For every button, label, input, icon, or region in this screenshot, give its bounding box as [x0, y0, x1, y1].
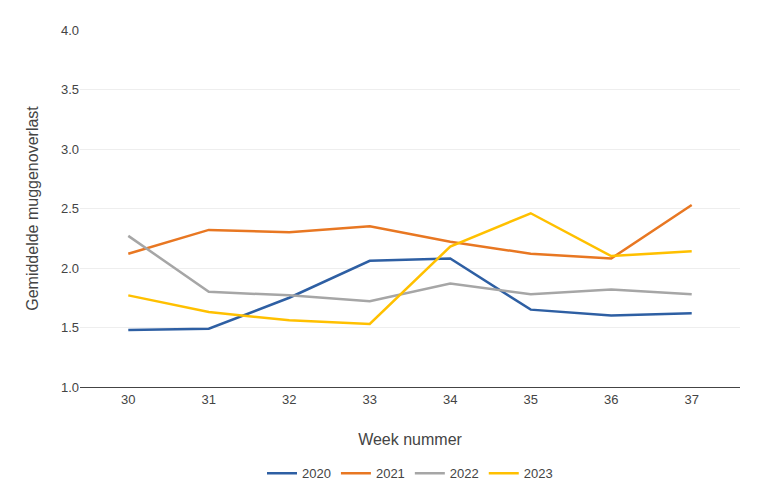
svg-text:35: 35 — [523, 392, 537, 407]
svg-text:32: 32 — [282, 392, 296, 407]
svg-text:31: 31 — [202, 392, 216, 407]
svg-text:1.5: 1.5 — [61, 320, 79, 335]
svg-text:4.0: 4.0 — [61, 23, 79, 38]
svg-text:33: 33 — [363, 392, 377, 407]
svg-text:36: 36 — [604, 392, 618, 407]
svg-text:34: 34 — [443, 392, 457, 407]
svg-text:2020: 2020 — [302, 466, 331, 481]
svg-text:3.5: 3.5 — [61, 82, 79, 97]
svg-text:2021: 2021 — [376, 466, 405, 481]
svg-text:2.5: 2.5 — [61, 201, 79, 216]
svg-text:1.0: 1.0 — [61, 380, 79, 395]
svg-text:Week nummer: Week nummer — [358, 431, 462, 448]
svg-text:30: 30 — [121, 392, 135, 407]
svg-text:2.0: 2.0 — [61, 261, 79, 276]
svg-text:2023: 2023 — [524, 466, 553, 481]
svg-text:3.0: 3.0 — [61, 142, 79, 157]
svg-text:37: 37 — [684, 392, 698, 407]
svg-text:2022: 2022 — [450, 466, 479, 481]
svg-text:Gemiddelde muggenoverlast: Gemiddelde muggenoverlast — [24, 106, 41, 311]
